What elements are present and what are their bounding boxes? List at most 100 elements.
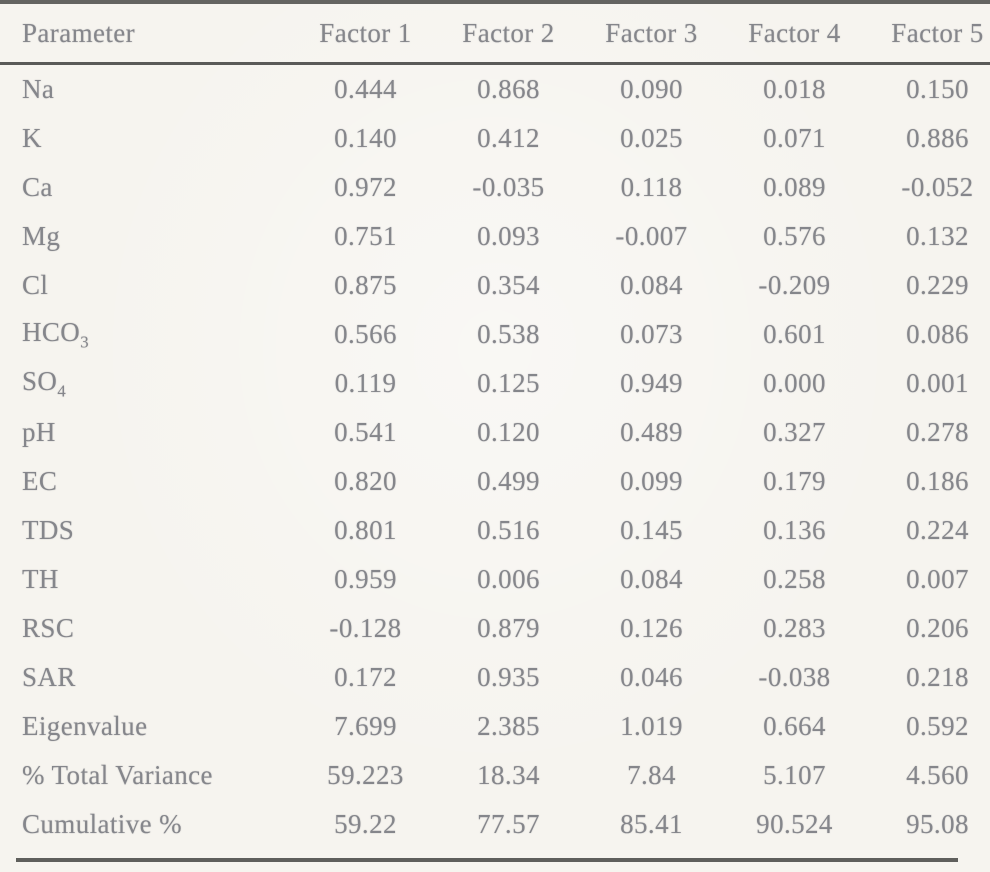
value-cell: 0.119 — [334, 368, 397, 398]
parameter-cell: SO4 — [22, 365, 66, 401]
value-cell: 0.538 — [477, 319, 540, 349]
parameter-cell: Mg — [22, 221, 61, 251]
value-cell: 0.327 — [763, 417, 826, 447]
value-cell: 1.019 — [620, 711, 683, 741]
value-cell: 0.018 — [763, 74, 826, 104]
value-cell: 4.560 — [906, 760, 969, 790]
value-cell: 0.084 — [620, 270, 683, 300]
value-cell: -0.035 — [472, 172, 545, 202]
value-cell: 7.699 — [334, 711, 397, 741]
table-top-rule — [0, 0, 990, 4]
value-cell: 0.820 — [334, 466, 397, 496]
parameter-cell: TH — [22, 564, 59, 594]
table-row: Eigenvalue 7.699 2.385 1.019 0.664 0.592 — [0, 702, 990, 751]
parameter-cell: pH — [22, 417, 56, 447]
table-body: Na 0.444 0.868 0.090 0.018 0.150 K 0.140 0.412 0.… — [0, 64, 990, 850]
table-row: Na 0.444 0.868 0.090 0.018 0.150 — [0, 64, 990, 115]
value-cell: 0.801 — [334, 515, 397, 545]
column-header-factor-4: Factor 4 — [748, 17, 841, 48]
value-cell: 0.868 — [477, 74, 540, 104]
value-cell: 0.751 — [334, 221, 397, 251]
value-cell: 5.107 — [763, 760, 826, 790]
value-cell: 0.566 — [334, 319, 397, 349]
parameter-cell: % Total Variance — [22, 760, 213, 790]
value-cell: 0.278 — [906, 417, 969, 447]
table-row: EC 0.820 0.499 0.099 0.179 0.186 — [0, 457, 990, 506]
value-cell: 0.132 — [906, 221, 969, 251]
value-cell: 0.126 — [620, 613, 683, 643]
value-cell: 0.541 — [334, 417, 397, 447]
value-cell: 0.489 — [620, 417, 683, 447]
parameter-cell: EC — [22, 466, 58, 496]
parameter-cell: Cumulative % — [22, 809, 183, 839]
value-cell: 0.935 — [477, 662, 540, 692]
column-header-factor-3: Factor 3 — [605, 17, 698, 48]
value-cell: 0.001 — [906, 368, 969, 398]
value-cell: 0.118 — [620, 172, 683, 202]
value-cell: 0.007 — [906, 564, 969, 594]
value-cell: 59.22 — [334, 809, 397, 839]
value-cell: 0.875 — [334, 270, 397, 300]
value-cell: 0.224 — [906, 515, 969, 545]
value-cell: -0.209 — [758, 270, 831, 300]
value-cell: 0.071 — [763, 123, 826, 153]
table-row: K 0.140 0.412 0.025 0.071 0.886 — [0, 114, 990, 163]
value-cell: 0.073 — [620, 319, 683, 349]
value-cell: 0.086 — [906, 319, 969, 349]
table-row: Mg 0.751 0.093 -0.007 0.576 0.132 — [0, 212, 990, 261]
value-cell: 0.145 — [620, 515, 683, 545]
parameter-cell: RSC — [22, 613, 75, 643]
value-cell: 0.099 — [620, 466, 683, 496]
value-cell: 0.089 — [763, 172, 826, 202]
value-cell: 7.84 — [627, 760, 676, 790]
value-cell: 0.150 — [906, 74, 969, 104]
value-cell: 77.57 — [477, 809, 540, 839]
factor-analysis-table: Parameter Factor 1 Factor 2 Factor 3 Factor … — [0, 4, 990, 849]
value-cell: 0.140 — [334, 123, 397, 153]
table-row: RSC -0.128 0.879 0.126 0.283 0.206 — [0, 604, 990, 653]
value-cell: 0.172 — [334, 662, 397, 692]
table-row: SO4 0.119 0.125 0.949 0.000 0.001 — [0, 359, 990, 408]
value-cell: 0.258 — [763, 564, 826, 594]
value-cell: 90.524 — [756, 809, 833, 839]
table-row: TH 0.959 0.006 0.084 0.258 0.007 — [0, 555, 990, 604]
table-row: HCO3 0.566 0.538 0.073 0.601 0.086 — [0, 310, 990, 359]
value-cell: 0.412 — [477, 123, 540, 153]
value-cell: 0.090 — [620, 74, 683, 104]
column-header-factor-5: Factor 5 — [891, 17, 984, 48]
parameter-cell: Ca — [22, 172, 53, 202]
value-cell: 0.499 — [477, 466, 540, 496]
value-cell: 0.354 — [477, 270, 540, 300]
value-cell: 0.093 — [477, 221, 540, 251]
table-row: Cumulative % 59.22 77.57 85.41 90.524 95.08 — [0, 800, 990, 849]
table-header-row: Parameter Factor 1 Factor 2 Factor 3 Factor … — [0, 4, 990, 64]
parameter-cell: Cl — [22, 270, 49, 300]
value-cell: 85.41 — [620, 809, 683, 839]
value-cell: -0.007 — [615, 221, 688, 251]
table-row: SAR 0.172 0.935 0.046 -0.038 0.218 — [0, 653, 990, 702]
value-cell: 0.136 — [763, 515, 826, 545]
value-cell: 0.283 — [763, 613, 826, 643]
parameter-cell: TDS — [22, 515, 75, 545]
parameter-cell: Na — [22, 74, 55, 104]
value-cell: 2.385 — [477, 711, 540, 741]
parameter-cell: Eigenvalue — [22, 711, 148, 741]
table-bottom-rule — [16, 858, 958, 862]
value-cell: 0.959 — [334, 564, 397, 594]
column-header-factor-1: Factor 1 — [319, 17, 412, 48]
value-cell: 0.120 — [477, 417, 540, 447]
value-cell: 0.218 — [906, 662, 969, 692]
value-cell: 0.516 — [477, 515, 540, 545]
value-cell: 0.000 — [763, 368, 826, 398]
value-cell: 0.186 — [906, 466, 969, 496]
value-cell: -0.128 — [329, 613, 402, 643]
table-row: Ca 0.972 -0.035 0.118 0.089 -0.052 — [0, 163, 990, 212]
value-cell: 0.879 — [477, 613, 540, 643]
value-cell: 0.949 — [620, 368, 683, 398]
table-header: Parameter Factor 1 Factor 2 Factor 3 Factor … — [0, 4, 990, 64]
value-cell: 0.084 — [620, 564, 683, 594]
value-cell: 0.601 — [763, 319, 826, 349]
value-cell: 0.886 — [906, 123, 969, 153]
table-row: pH 0.541 0.120 0.489 0.327 0.278 — [0, 408, 990, 457]
